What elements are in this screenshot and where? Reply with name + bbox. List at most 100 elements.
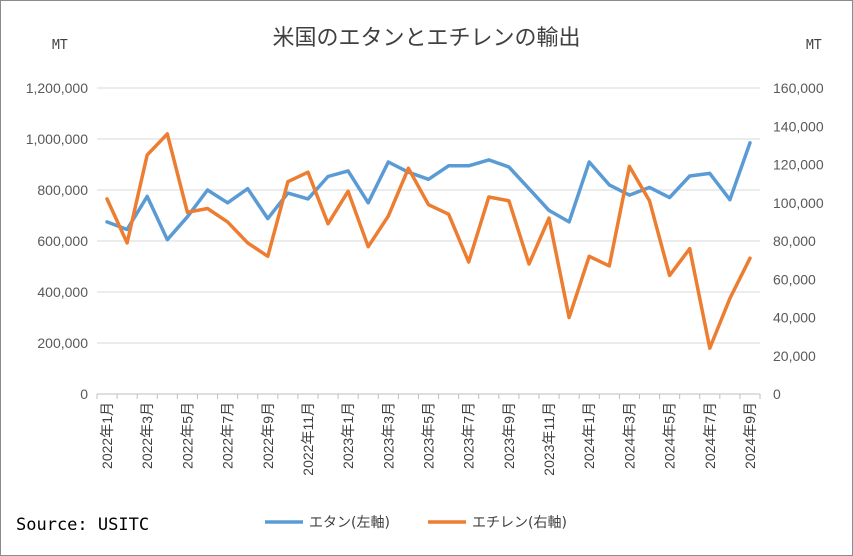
ethane-data-point — [105, 220, 109, 224]
ethylene-data-point — [708, 346, 712, 350]
ethylene-data-point — [587, 254, 591, 258]
left-y-tick-label: 600,000 — [37, 233, 88, 249]
ethylene-data-point — [507, 199, 511, 203]
ethylene-data-point — [688, 247, 692, 251]
ethylene-data-point — [246, 241, 250, 245]
x-tick-label: 2022年11月 — [300, 402, 316, 476]
ethane-data-point — [145, 194, 149, 198]
source-note: Source: USITC — [16, 515, 150, 535]
ethylene-data-point — [266, 254, 270, 258]
ethylene-data-point — [567, 316, 571, 319]
x-tick-label: 2023年9月 — [501, 402, 517, 469]
legend-label: エタン(左軸) — [309, 515, 390, 531]
right-y-tick-label: 60,000 — [773, 271, 816, 287]
ethylene-data-point — [286, 180, 290, 184]
left-y-tick-label: 0 — [80, 386, 88, 402]
ethane-data-point — [668, 196, 672, 200]
x-tick-label: 2022年5月 — [179, 402, 195, 469]
ethylene-data-point — [386, 214, 390, 218]
ethane-data-point — [427, 177, 430, 181]
left-y-tick-label: 1,000,000 — [26, 131, 88, 147]
ethane-data-point — [306, 197, 310, 201]
ethane-data-point — [507, 165, 511, 169]
x-tick-label: 2022年3月 — [139, 402, 155, 469]
left-y-tick-label: 1,200,000 — [26, 80, 88, 96]
axes: 0 200,000 400,000 600,000 800,000 1,000,000 1,… — [26, 80, 824, 476]
ethane-data-point — [125, 228, 129, 232]
ethylene-data-point — [306, 170, 310, 174]
left-y-tick-label: 400,000 — [37, 284, 88, 300]
ethane-data-point — [547, 208, 551, 212]
ethylene-data-point — [728, 296, 732, 300]
ethylene-data-point — [145, 153, 149, 157]
ethane-data-point — [708, 171, 712, 175]
ethane-data-point — [728, 198, 732, 202]
ethylene-data-point — [346, 189, 350, 193]
x-tick-label: 2022年7月 — [220, 402, 236, 469]
ethane-data-point — [326, 174, 330, 178]
ethylene-data-point — [607, 264, 611, 268]
ethylene-data-point — [185, 210, 189, 214]
right-y-tick-label: 20,000 — [773, 348, 816, 364]
ethylene-data-point — [648, 199, 651, 203]
ethane-data-point — [567, 220, 571, 224]
ethane-data-point — [346, 169, 350, 173]
right-y-tick-label: 0 — [773, 386, 781, 402]
ethylene-data-point — [105, 197, 109, 201]
ethane-data-point — [527, 187, 531, 191]
x-tick-label: 2024年1月 — [581, 402, 597, 469]
ethane-data-point — [226, 201, 230, 205]
ethane-data-point — [607, 183, 611, 187]
ethylene-data-point — [668, 273, 672, 277]
ethylene-data-point — [447, 212, 451, 216]
ethylene-data-point — [366, 245, 370, 249]
x-tick-label: 2022年9月 — [260, 402, 276, 469]
ethylene-data-point — [427, 203, 430, 207]
ethane-data-point — [748, 141, 752, 145]
ethane-data-point — [587, 160, 591, 164]
right-y-tick-label: 160,000 — [773, 80, 824, 96]
right-axis-unit: MT — [806, 38, 822, 53]
ethane-data-point — [266, 217, 270, 221]
ethylene-data-point — [487, 195, 491, 199]
chart-title: 米国のエタンとエチレンの輸出 — [272, 26, 581, 51]
legend: エタン(左軸) エチレン(右軸) — [265, 515, 567, 531]
x-tick-label: 2024年5月 — [662, 402, 678, 469]
ethane-data-point — [185, 215, 189, 219]
ethane-data-point — [627, 193, 631, 197]
ethane-data-point — [246, 187, 250, 191]
ethylene-data-point — [527, 262, 531, 266]
x-tick-label: 2023年3月 — [380, 402, 396, 469]
ethane-data-point — [447, 164, 451, 168]
left-y-tick-label: 200,000 — [37, 335, 88, 351]
x-tick-label: 2024年3月 — [621, 402, 637, 469]
left-y-tick-label: 800,000 — [37, 182, 88, 198]
x-tick-label: 2024年7月 — [702, 402, 718, 469]
x-tick-label: 2023年7月 — [461, 402, 477, 469]
ethane-data-point — [206, 188, 209, 192]
ethylene-data-point — [627, 164, 631, 168]
ethane-series-line — [105, 141, 752, 242]
right-y-tick-label: 140,000 — [773, 118, 824, 134]
ethylene-data-point — [406, 166, 410, 170]
x-tick-label: 2023年5月 — [421, 402, 437, 469]
ethylene-data-point — [226, 220, 230, 224]
legend-label: エチレン(右軸) — [472, 515, 567, 531]
ethane-data-point — [165, 238, 169, 242]
x-tick-label: 2024年9月 — [742, 402, 758, 469]
right-y-tick-label: 120,000 — [773, 157, 824, 173]
ethylene-data-point — [125, 241, 129, 245]
ethylene-data-point — [206, 206, 209, 210]
x-tick-label: 2022年1月 — [99, 402, 115, 469]
ethane-data-point — [487, 158, 491, 162]
ethane-data-point — [386, 160, 390, 164]
ethane-data-point — [366, 201, 370, 205]
right-y-tick-label: 100,000 — [773, 195, 824, 211]
ethylene-data-point — [326, 222, 330, 226]
right-y-tick-label: 80,000 — [773, 233, 816, 249]
ethylene-data-point — [748, 256, 752, 260]
ethane-data-point — [286, 191, 290, 195]
ethane-data-point — [467, 164, 471, 168]
